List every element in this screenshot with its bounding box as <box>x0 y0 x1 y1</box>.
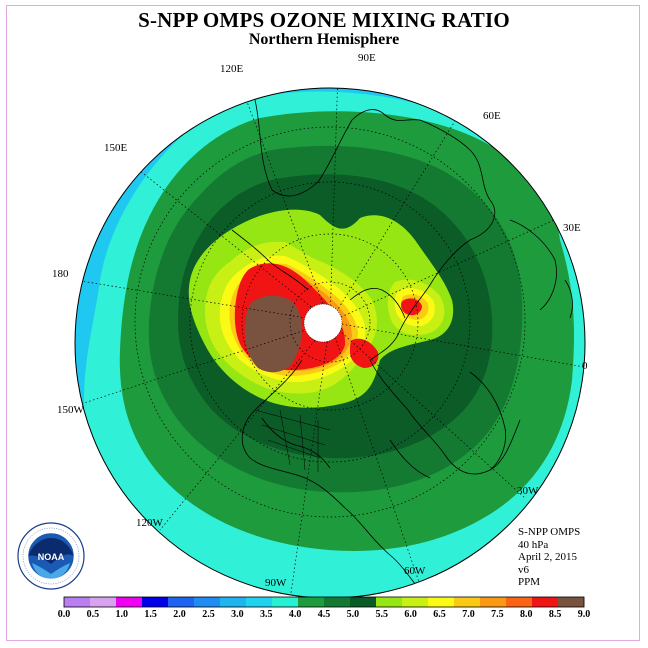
colorbar-tick-label: 3.5 <box>259 609 273 620</box>
contour-8.5 <box>244 295 302 373</box>
chart-subtitle: Northern Hemisphere <box>248 31 400 48</box>
colorbar-tick-label: 9.0 <box>577 609 591 620</box>
info-version: v6 <box>518 563 529 576</box>
colorbar-tick-label: 6.5 <box>433 609 446 620</box>
colorbar-tick-label: 2.5 <box>202 609 215 620</box>
political-borders <box>254 409 331 472</box>
colorbar-tick-label: 7.0 <box>462 609 475 620</box>
lon-label-60w: 60W <box>404 565 426 577</box>
colorbar-tick-label: 1.5 <box>144 609 157 620</box>
colorbar-tick-label: 6.0 <box>404 609 417 620</box>
lon-label-30w: 30W <box>517 485 539 497</box>
colorbar-tick-label: 8.0 <box>519 609 533 620</box>
figure-frame <box>6 5 640 641</box>
colorbar-tick-label: 5.5 <box>375 609 389 620</box>
lon-label-120e: 120E <box>220 63 244 75</box>
info-units: PPM <box>518 576 541 588</box>
info-level: 40 hPa <box>518 538 549 551</box>
polar-night-gap <box>303 303 343 343</box>
info-instrument: S-NPP OMPS <box>518 526 581 538</box>
colorbar-tick-label: 5.0 <box>346 609 360 620</box>
colorbar-tick-label: 2.0 <box>173 609 186 620</box>
colorbar-tick-label: 3.0 <box>231 609 244 620</box>
noaa-logo-icon: NOAA <box>17 522 85 590</box>
lon-label-150w: 150W <box>57 404 84 416</box>
lon-label-120w: 120W <box>136 517 163 529</box>
colorbar-tick-label: 7.5 <box>491 609 504 620</box>
colorbar-tick-label: 4.5 <box>317 609 331 620</box>
lon-label-90e: 90E <box>358 52 376 64</box>
latitude-circles <box>134 126 526 518</box>
colorbar-tick-label: 0.5 <box>86 609 100 620</box>
logo-text: NOAA <box>38 552 65 562</box>
lon-label-30e: 30E <box>563 222 581 234</box>
contour-8.0-europe <box>401 298 422 316</box>
colorbar-tick-label: 4.0 <box>288 609 302 620</box>
meridians <box>75 88 585 598</box>
lon-label-90w: 90W <box>265 577 287 589</box>
product-info: S-NPP OMPS 40 hPa April 2, 2015 v6 PPM <box>518 526 580 589</box>
chart-title: S-NPP OMPS OZONE MIXING RATIO <box>138 8 510 32</box>
info-date: April 2, 2015 <box>518 551 577 563</box>
colorbar-tick-label: 8.5 <box>548 609 562 620</box>
lon-label-180: 180 <box>52 268 69 280</box>
lon-label-60e: 60E <box>483 110 501 122</box>
lon-label-0: 0 <box>582 360 588 372</box>
colorbar-tick-label: 1.0 <box>115 609 129 620</box>
lon-label-150e: 150E <box>104 142 128 154</box>
colorbar-tick-label: 0.0 <box>57 609 71 620</box>
